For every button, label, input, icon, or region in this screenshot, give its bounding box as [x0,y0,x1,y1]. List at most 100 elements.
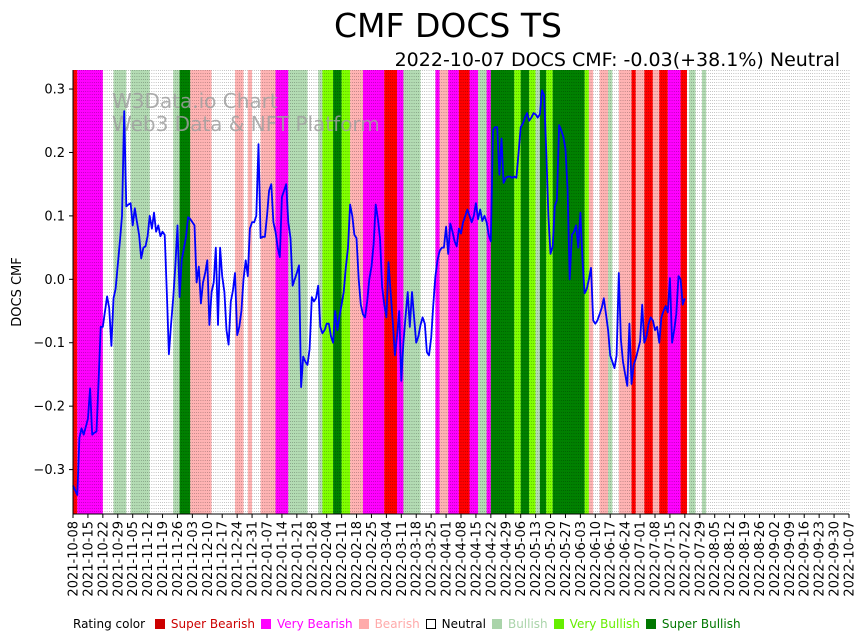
rating-band-super_bullish [490,70,515,514]
rating-band-bullish [701,70,707,514]
x-tick-label: 2022-01-21 [290,521,305,597]
y-tick-label: −0.1 [33,336,65,351]
x-tick-label: 2022-02-11 [335,521,350,597]
x-tick-label: 2022-02-25 [365,521,380,597]
legend-swatch [260,619,271,629]
x-tick-label: 2022-05-27 [559,521,574,597]
x-tick-label: 2022-02-18 [350,521,365,597]
x-tick-label: 2022-06-24 [619,521,634,597]
legend-swatch [645,619,656,629]
rating-band-bullish [288,70,308,514]
x-tick-label: 2022-09-16 [798,521,813,597]
rating-band-bullish [689,70,696,514]
rating-band-very_bearish [486,70,491,514]
x-tick-label: 2021-11-12 [141,521,156,597]
legend-label: Bullish [507,617,548,631]
rating-band-super_bullish [333,70,342,514]
y-tick-label: 0.0 [44,273,65,288]
x-tick-label: 2021-10-29 [111,521,126,597]
legend-swatch [154,619,165,629]
x-tick-label: 2022-09-09 [783,521,798,597]
legend-swatch [425,619,436,629]
legend-label: Very Bullish [569,617,640,631]
x-tick-label: 2022-06-03 [574,521,589,597]
rating-band-very_bullish [322,70,334,514]
x-tick-label: 2021-12-03 [186,521,201,597]
rating-band-bullish [608,70,613,514]
y-tick-label: 0.1 [44,209,65,224]
x-tick-label: 2022-03-04 [380,521,395,597]
x-tick-label: 2021-12-10 [201,521,216,597]
rating-band-super_bearish [73,70,78,514]
x-tick-label: 2021-11-26 [171,521,186,597]
legend-label: Neutral [441,617,486,631]
x-tick-label: 2022-08-26 [753,521,768,597]
rating-band-bearish [618,70,632,514]
legend-entry: Super Bullish [645,617,741,631]
chart-title: CMF DOCS TS [334,6,562,45]
x-tick-label: 2022-05-13 [529,521,544,597]
rating-band-super_bearish [680,70,687,514]
cmf-line [72,89,686,496]
rating-band-super_bearish [659,70,668,514]
legend-label: Super Bearish [170,617,255,631]
legend-label: Very Bearish [276,617,353,631]
x-tick-label: 2022-07-29 [693,521,708,597]
vertical-gridlines [72,70,850,514]
legend-entry: Very Bearish [260,617,353,631]
rating-band-bullish [535,70,540,514]
y-tick-label: −0.2 [33,400,65,415]
x-tick-label: 2021-10-22 [96,521,111,597]
rating-band-bearish [260,70,276,514]
x-tick-label: 2022-09-30 [828,521,843,597]
x-tick-label: 2022-07-22 [678,521,693,597]
rating-band-bearish [190,70,195,514]
legend-entry: Neutral [425,617,486,631]
rating-band-very_bearish [397,70,404,514]
series-layer [72,89,686,496]
x-tick-label: 2022-06-17 [604,521,619,597]
legend-label: Bearish [374,617,420,631]
x-tick-label: 2022-04-01 [440,521,455,597]
legend-entry: Bullish [491,617,548,631]
rating-band-very_bullish [514,70,521,514]
rating-band-super_bullish [520,70,530,514]
rating-band-very_bullish [341,70,351,514]
watermark-line-1: W3Data.io Chart [112,89,278,113]
legend-entry: Super Bearish [154,617,255,631]
rating-band-bearish [652,70,660,514]
rating-band-very_bearish [275,70,289,514]
x-tick-label: 2022-08-05 [708,521,723,597]
legend-label: Super Bullish [661,617,741,631]
x-tick-label: 2021-10-15 [81,521,96,597]
y-ticks: −0.3 −0.2 −0.1 0.0 0.1 0.2 0.3 [33,83,73,478]
x-tick-label: 2022-10-07 [843,521,858,597]
rating-band-super_bullish [179,70,191,514]
legend-entry: Very Bullish [553,617,640,631]
x-tick-label: 2021-12-24 [231,521,246,597]
x-tick-label: 2021-10-08 [67,521,82,597]
rating-band-very_bearish [469,70,479,514]
x-tick-label: 2022-05-06 [514,521,529,597]
rating-band-very_bearish [667,70,681,514]
x-tick-label: 2022-04-15 [469,521,484,597]
x-tick-label: 2021-12-17 [216,521,231,597]
rating-band-very_bullish [584,70,589,514]
x-tick-label: 2022-07-08 [649,521,664,597]
x-tick-label: 2022-01-14 [275,521,290,597]
y-tick-label: −0.3 [33,463,65,478]
watermark-line-2: Web3 Data & NFT Platform [112,112,380,136]
x-ticks: 2021-10-08 2021-10-15 2021-10-22 2021-10-29… [67,514,858,597]
rating-band-super_bearish [458,70,470,514]
legend-swatch [358,619,369,629]
rating-band-bearish [588,70,594,514]
rating-band-bearish [247,70,253,514]
x-tick-label: 2022-01-07 [261,521,276,597]
x-tick-label: 2022-08-12 [723,521,738,597]
x-tick-label: 2022-03-25 [425,521,440,597]
rating-band-super_bearish [644,70,653,514]
rating-band-very_bearish [362,70,385,514]
rating-band-very_bearish [77,70,103,514]
rating-band-very_bullish [529,70,536,514]
